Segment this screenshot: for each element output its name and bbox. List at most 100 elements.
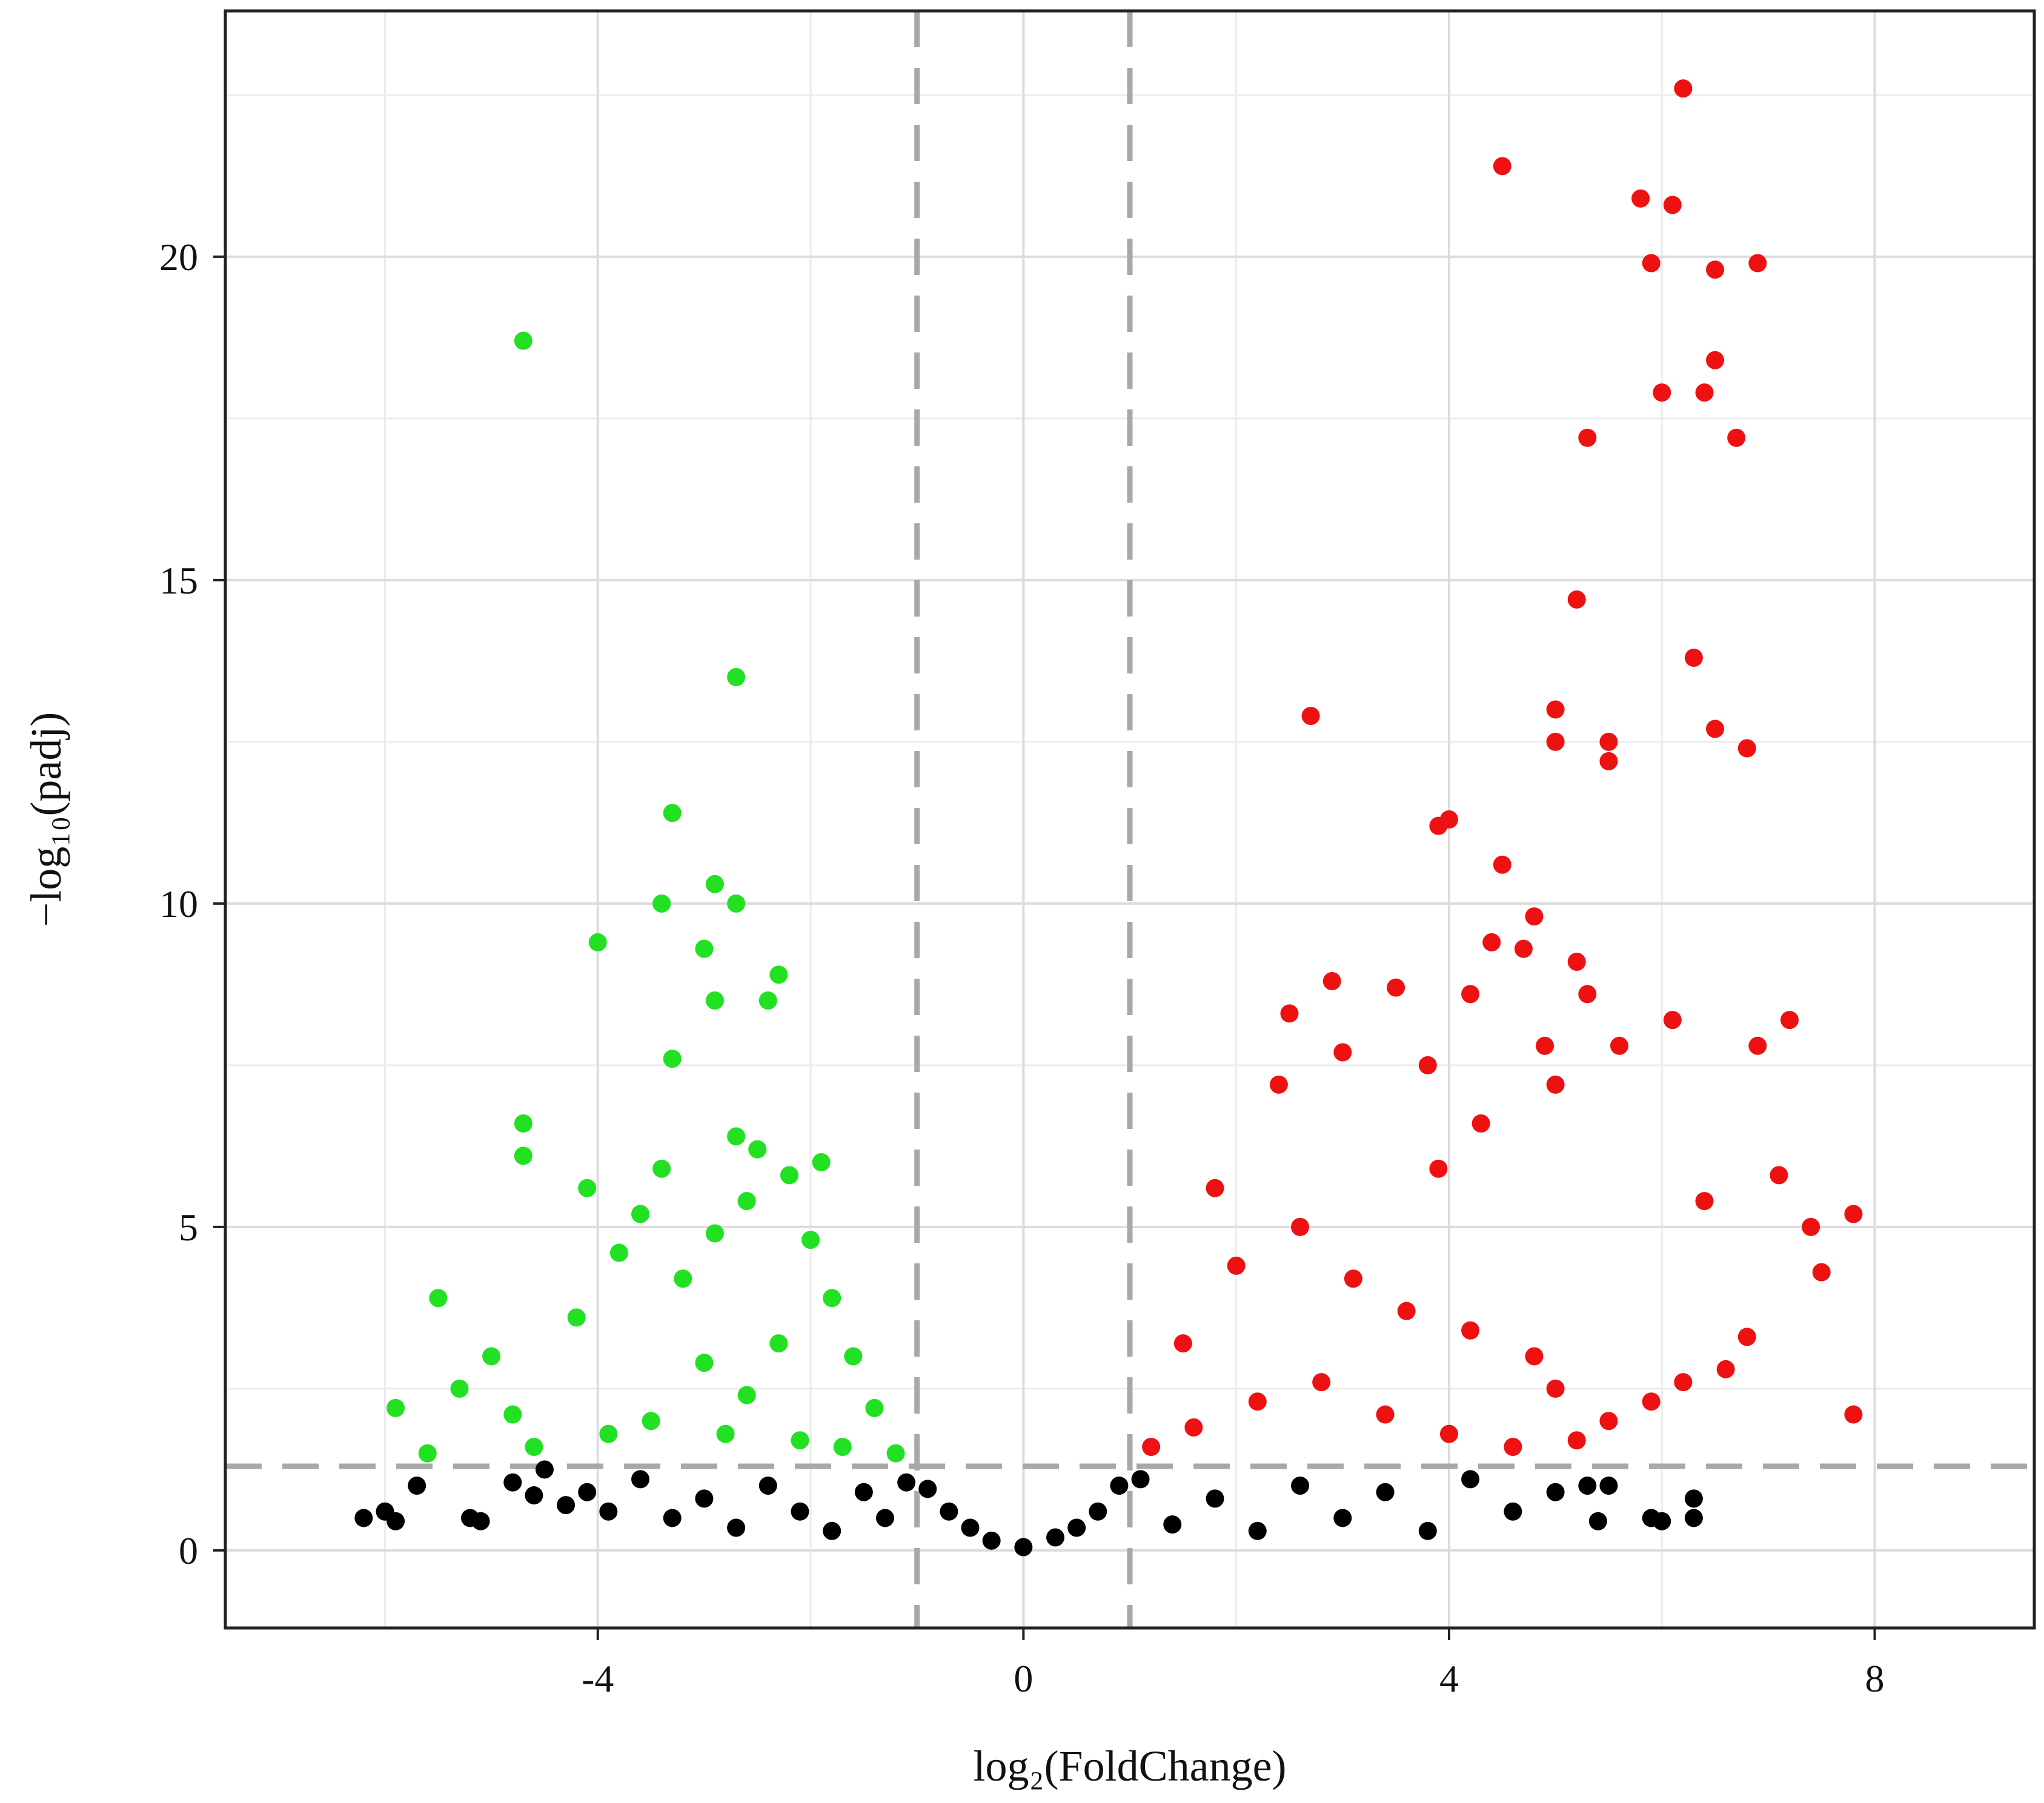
data-point [663, 1050, 682, 1068]
data-point [1046, 1528, 1065, 1547]
data-point [1472, 1114, 1490, 1133]
data-point [1599, 752, 1618, 770]
data-point [1280, 1004, 1299, 1023]
data-point [1312, 1373, 1331, 1392]
data-point [823, 1289, 841, 1308]
data-point [716, 1424, 735, 1443]
data-point [1546, 732, 1565, 751]
data-point [801, 1231, 820, 1249]
data-point [1684, 649, 1703, 667]
data-point [854, 1483, 873, 1501]
data-point [705, 1224, 724, 1243]
data-point [1653, 383, 1671, 402]
data-point [642, 1412, 660, 1431]
data-point [844, 1347, 863, 1366]
data-point [609, 1243, 628, 1262]
data-point [1812, 1263, 1831, 1282]
threshold-lines [225, 11, 2034, 1628]
data-point [727, 894, 746, 913]
data-point [1748, 1036, 1767, 1055]
data-point [1588, 1512, 1607, 1530]
data-point [1439, 1424, 1458, 1443]
point-series-0 [354, 1460, 1703, 1557]
data-point [503, 1405, 522, 1424]
data-point [1291, 1477, 1310, 1495]
data-point [1504, 1437, 1522, 1456]
data-point [758, 991, 777, 1010]
data-point [982, 1531, 1001, 1550]
data-point [354, 1509, 373, 1527]
data-point [1067, 1518, 1086, 1537]
data-point [737, 1192, 756, 1211]
data-point [1706, 260, 1725, 279]
data-point [1695, 383, 1714, 402]
data-point [1493, 157, 1511, 176]
data-point [1291, 1217, 1310, 1236]
data-point [1110, 1477, 1129, 1495]
data-point [1663, 196, 1682, 214]
data-point [1737, 1328, 1756, 1346]
data-point [940, 1502, 958, 1521]
data-point [1844, 1405, 1863, 1424]
data-point [769, 965, 788, 984]
data-point [418, 1444, 437, 1463]
data-point [567, 1308, 586, 1327]
data-point [652, 894, 671, 913]
data-point [1248, 1521, 1267, 1540]
data-point [1642, 254, 1661, 273]
x-tick-label: 4 [1439, 1657, 1459, 1700]
data-point [1695, 1192, 1714, 1211]
x-tick-label: 8 [1865, 1657, 1885, 1700]
data-point [1514, 939, 1533, 958]
data-point [1546, 1483, 1565, 1501]
data-point [674, 1269, 692, 1288]
data-point [1578, 1477, 1597, 1495]
data-point [1387, 978, 1405, 997]
y-tick-label: 15 [159, 559, 198, 602]
data-point [695, 1354, 714, 1372]
data-point [599, 1424, 618, 1443]
data-point [791, 1502, 809, 1521]
data-point [961, 1518, 980, 1537]
data-point [727, 1518, 746, 1537]
data-point [663, 804, 682, 822]
data-point [1802, 1217, 1820, 1236]
data-point [471, 1512, 490, 1530]
y-axis-title: −log₁₀(padj) [22, 712, 70, 927]
data-point [1780, 1011, 1799, 1030]
data-point [695, 939, 714, 958]
data-point [876, 1509, 895, 1527]
x-axis-title: log₂(FoldChange) [973, 1742, 1286, 1790]
data-point [1206, 1179, 1224, 1197]
data-point [705, 875, 724, 893]
data-point [737, 1386, 756, 1404]
point-series-1 [387, 331, 905, 1463]
data-point [631, 1470, 650, 1489]
data-point [450, 1379, 469, 1398]
data-point [652, 1159, 671, 1178]
data-points [354, 79, 1863, 1557]
data-point [897, 1473, 916, 1492]
data-point [663, 1509, 682, 1527]
x-axis-ticks: -4 0 4 8 [582, 1628, 1885, 1700]
data-point [503, 1473, 522, 1492]
data-point [727, 1127, 746, 1146]
data-point [1727, 428, 1746, 447]
data-point [387, 1512, 405, 1530]
data-point [1429, 816, 1448, 835]
data-point [514, 1114, 533, 1133]
data-point [1578, 428, 1597, 447]
data-point [1674, 79, 1693, 98]
data-point [1461, 1470, 1480, 1489]
data-point [387, 1398, 405, 1417]
data-point [1163, 1515, 1182, 1534]
data-point [1567, 952, 1586, 971]
data-point [1333, 1509, 1352, 1527]
data-point [1376, 1483, 1395, 1501]
data-point [578, 1483, 597, 1501]
data-point [1525, 1347, 1544, 1366]
data-point [1663, 1011, 1682, 1030]
data-point [599, 1502, 618, 1521]
data-point [1770, 1166, 1788, 1185]
y-axis-ticks: 0 5 10 15 20 [159, 236, 225, 1572]
